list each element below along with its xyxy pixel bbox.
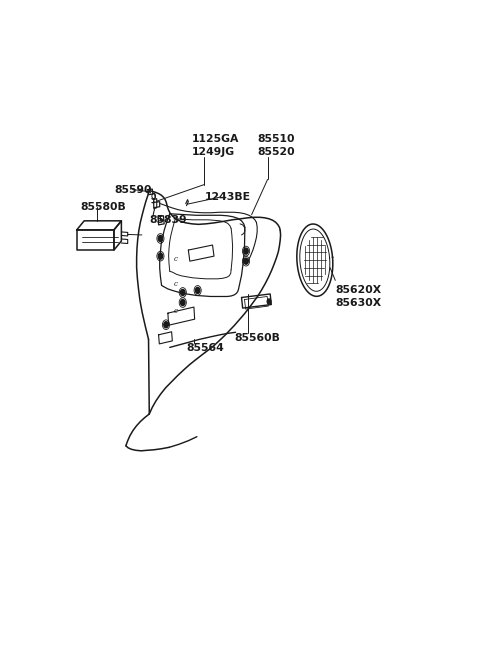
Text: 85590: 85590 — [114, 185, 152, 195]
Circle shape — [164, 322, 168, 328]
Circle shape — [180, 290, 185, 295]
Circle shape — [267, 299, 271, 304]
Circle shape — [180, 299, 185, 305]
Text: 85510
85520: 85510 85520 — [257, 134, 295, 157]
Circle shape — [158, 235, 163, 242]
Circle shape — [244, 248, 248, 254]
Text: 85564: 85564 — [186, 343, 224, 354]
Text: 1243BE: 1243BE — [205, 192, 251, 202]
Text: 1125GA
1249JG: 1125GA 1249JG — [192, 134, 240, 157]
Text: 85560B: 85560B — [235, 333, 281, 343]
Circle shape — [158, 253, 163, 259]
Circle shape — [195, 288, 200, 293]
Text: 85580B: 85580B — [81, 202, 126, 212]
Text: 85839: 85839 — [149, 215, 187, 225]
Text: c: c — [173, 280, 177, 288]
Circle shape — [244, 258, 248, 264]
Text: c: c — [173, 307, 177, 314]
Text: 85620X
85630X: 85620X 85630X — [335, 286, 382, 308]
Text: c: c — [173, 255, 177, 263]
